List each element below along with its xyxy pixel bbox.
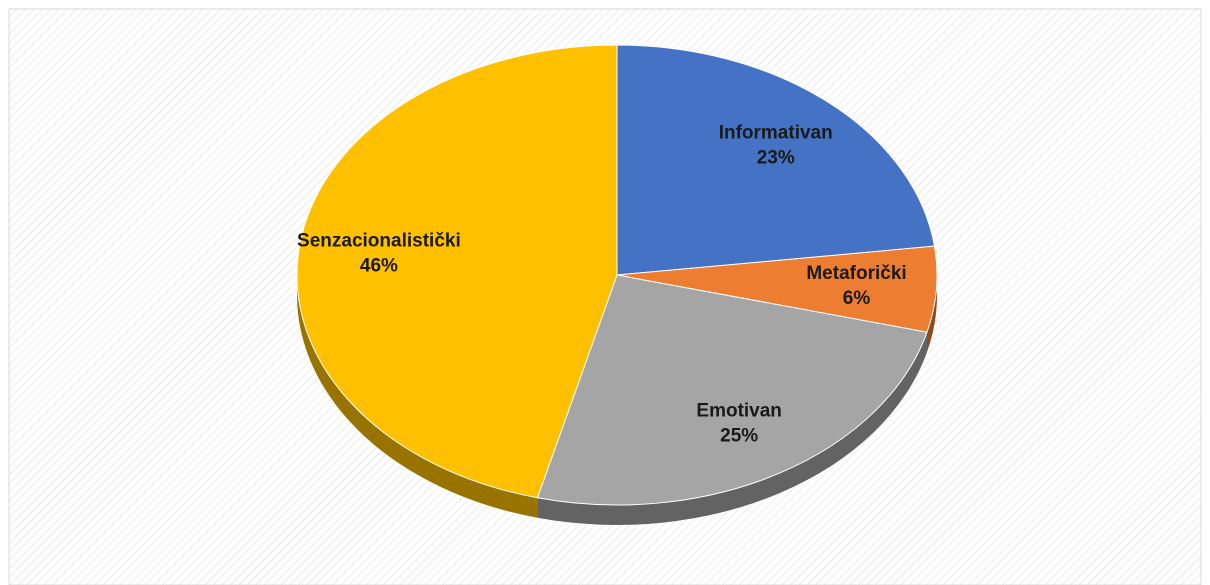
slice-value-label: 6% [843, 288, 871, 309]
slice [616, 44, 936, 276]
slice-side [537, 332, 927, 525]
slice [616, 245, 938, 333]
slice-label: Emotivan [696, 400, 782, 421]
slice-label: Informativan [719, 123, 833, 144]
slice-value-label: 23% [757, 148, 795, 169]
slice [296, 44, 618, 499]
slice-label: Metaforički [806, 263, 906, 284]
slice-value-label: 46% [360, 255, 398, 276]
slice [536, 274, 928, 506]
slice-side [926, 275, 938, 353]
slice-value-label: 25% [720, 425, 758, 446]
slice-label: Senzacionalistički [297, 230, 461, 251]
